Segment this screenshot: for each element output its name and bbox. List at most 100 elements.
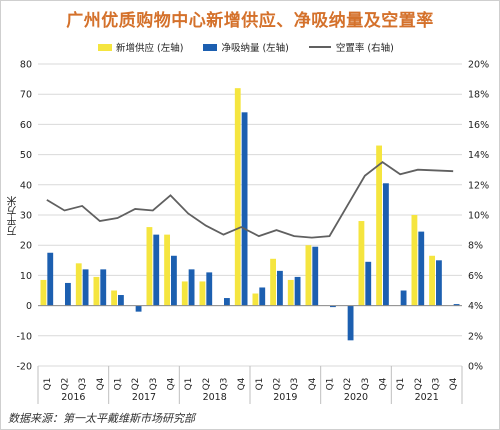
- x-quarter-label: Q2: [414, 378, 424, 391]
- x-year-label: 2021: [415, 392, 439, 403]
- y-right-tick-label: 14%: [468, 150, 489, 161]
- y-right-tick-label: 12%: [468, 180, 489, 191]
- bar-absorption: [241, 112, 248, 306]
- legend-label-supply: 新增供应 (左轴): [116, 43, 184, 54]
- bar-absorption: [259, 287, 266, 306]
- bar-absorption: [82, 269, 89, 306]
- x-year-label: 2018: [203, 392, 227, 403]
- legend-item-absorption: 净吸纳量 (左轴): [203, 40, 289, 54]
- bar-absorption: [312, 246, 319, 306]
- x-quarter-label: Q3: [361, 378, 371, 391]
- x-quarter-label: Q4: [237, 377, 247, 390]
- x-quarter-label: Q4: [167, 377, 177, 390]
- x-year-label: 2016: [61, 392, 85, 403]
- bar-absorption: [118, 295, 124, 306]
- bar-supply: [270, 258, 276, 306]
- bar-absorption: [418, 231, 425, 306]
- legend-item-vacancy: 空置率 (右轴): [308, 40, 394, 54]
- bar-absorption: [171, 255, 177, 306]
- bar-supply: [75, 263, 82, 306]
- x-quarter-label: Q4: [449, 377, 459, 390]
- legend-label-vacancy: 空置率 (右轴): [335, 43, 394, 54]
- y-right-tick-label: 20%: [468, 60, 489, 71]
- x-quarter-label: Q3: [220, 378, 230, 391]
- bar-absorption: [383, 183, 389, 306]
- x-quarter-label: Q2: [273, 378, 283, 391]
- bar-absorption: [277, 270, 283, 306]
- y-left-tick-label: 30: [20, 211, 32, 222]
- legend-swatch-supply: [98, 43, 112, 51]
- bar-absorption: [453, 304, 460, 306]
- bar-absorption: [188, 269, 195, 306]
- x-quarter-label: Q2: [61, 378, 71, 391]
- bar-absorption: [153, 234, 160, 306]
- legend-line-vacancy: [308, 46, 331, 48]
- y-left-tick-label: 50: [20, 150, 32, 161]
- y-right-tick-label: 8%: [468, 241, 483, 252]
- bar-supply: [234, 88, 241, 306]
- bar-supply: [146, 227, 153, 306]
- y-right-tick-label: 0%: [468, 362, 483, 373]
- x-quarter-label: Q4: [379, 377, 389, 390]
- x-quarter-label: Q1: [184, 378, 194, 391]
- x-quarter-label: Q2: [131, 378, 141, 391]
- data-source-note: 数据来源：第一太平戴维斯市场研究部: [8, 412, 195, 425]
- y-right-tick-label: 4%: [468, 301, 483, 312]
- chart-legend: 新增供应 (左轴) 净吸纳量 (左轴) 空置率 (右轴): [98, 40, 414, 54]
- x-quarter-label: Q4: [96, 377, 106, 390]
- x-year-label: 2017: [132, 392, 156, 403]
- bar-absorption: [330, 305, 336, 308]
- x-year-label: 2019: [273, 392, 297, 403]
- x-quarter-label: Q3: [290, 378, 300, 391]
- legend-swatch-absorption: [203, 43, 218, 51]
- bar-supply: [376, 145, 382, 306]
- x-quarter-label: Q1: [43, 378, 53, 391]
- bar-absorption: [400, 290, 407, 306]
- bar-supply: [164, 234, 170, 306]
- y-right-tick-label: 16%: [468, 120, 489, 131]
- x-quarter-label: Q1: [326, 378, 336, 391]
- bar-absorption: [224, 298, 230, 306]
- y-left-tick-label: 80: [20, 60, 32, 71]
- bar-supply: [40, 279, 47, 306]
- bar-supply: [287, 279, 294, 306]
- y-right-tick-label: 6%: [468, 271, 483, 282]
- y-right-tick-label: 2%: [468, 331, 483, 342]
- bar-absorption: [294, 276, 301, 306]
- y-left-tick-label: -20: [16, 362, 32, 373]
- bar-absorption: [347, 305, 354, 341]
- bar-absorption: [135, 305, 142, 312]
- bar-supply: [252, 293, 259, 306]
- x-quarter-label: Q4: [308, 377, 318, 390]
- bar-absorption: [365, 261, 372, 306]
- bar-absorption: [65, 282, 71, 306]
- line-vacancy: [46, 161, 454, 239]
- chart-title: 广州优质购物中心新增供应、净吸纳量及空置率: [66, 11, 434, 31]
- x-year-label: 2020: [344, 392, 368, 403]
- bar-supply: [358, 221, 365, 306]
- x-quarter-label: Q1: [396, 378, 406, 391]
- bar-absorption: [100, 269, 107, 306]
- x-quarter-label: Q3: [78, 378, 88, 391]
- y-left-tick-label: 60: [20, 120, 32, 131]
- x-quarter-label: Q3: [432, 378, 442, 391]
- x-quarter-label: Q2: [343, 378, 353, 391]
- bar-supply: [199, 281, 206, 306]
- legend-label-absorption: 净吸纳量 (左轴): [221, 43, 289, 54]
- y-left-tick-label: 10: [20, 271, 32, 282]
- bar-absorption: [436, 260, 442, 306]
- bar-supply: [429, 255, 435, 306]
- y-left-tick-label: 0: [26, 301, 32, 312]
- bar-absorption: [47, 252, 54, 306]
- x-quarter-label: Q1: [255, 378, 265, 391]
- x-quarter-label: Q3: [149, 378, 159, 391]
- bar-absorption: [206, 272, 213, 306]
- y-left-tick-label: 40: [20, 180, 32, 191]
- y-left-tick-label: 20: [20, 241, 32, 252]
- bar-supply: [93, 276, 100, 306]
- bar-supply: [305, 245, 312, 306]
- x-quarter-label: Q2: [202, 378, 212, 391]
- bar-supply: [111, 290, 117, 306]
- y-left-tick-label: -10: [16, 331, 32, 342]
